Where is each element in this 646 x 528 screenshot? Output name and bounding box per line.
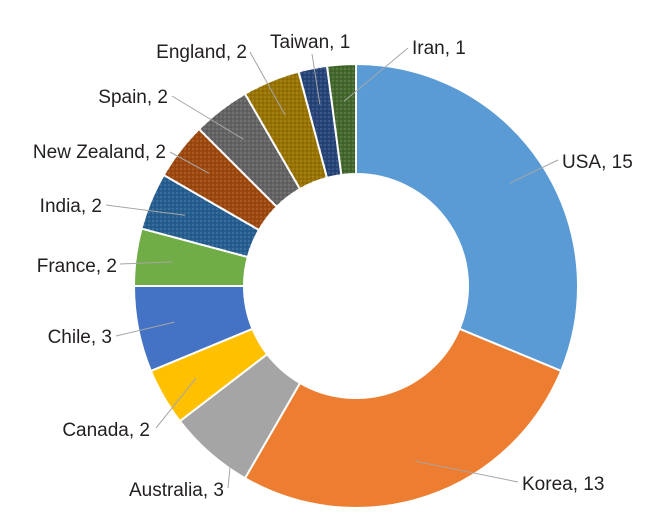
data-label-spain: Spain, 2	[98, 87, 168, 108]
data-label-usa: USA, 15	[562, 152, 633, 173]
leader-line-usa	[509, 159, 559, 184]
leader-line-korea	[415, 460, 519, 483]
slices-group	[132, 62, 579, 509]
leader-line-iran	[343, 47, 409, 102]
leader-lines-group	[105, 47, 559, 489]
data-label-chile: Chile, 3	[48, 327, 112, 348]
leader-line-canada	[155, 378, 197, 429]
leader-line-new-zealand	[169, 151, 210, 174]
leader-line-australia	[227, 425, 235, 489]
slice-korea	[243, 327, 563, 509]
data-label-england: England, 2	[156, 42, 247, 63]
data-label-iran: Iran, 1	[412, 38, 466, 59]
data-label-france: France, 2	[37, 256, 117, 277]
labels-group: USA, 15 Korea, 13 Australia, 3 Canada, 2 Chi…	[33, 32, 633, 501]
data-label-india: India, 2	[40, 196, 102, 217]
leader-line-france	[119, 261, 173, 265]
data-label-korea: Korea, 13	[522, 474, 604, 495]
leader-line-england	[249, 51, 286, 116]
slice-texture-spain	[199, 93, 300, 207]
slice-texture-new-zealand	[163, 129, 277, 230]
leader-line-spain	[171, 95, 244, 140]
data-label-taiwan: Taiwan, 1	[270, 32, 350, 53]
data-label-canada: Canada, 2	[62, 420, 150, 441]
leader-line-chile	[115, 321, 175, 337]
slice-usa	[355, 62, 579, 373]
leader-line-india	[105, 204, 186, 216]
slice-texture-iran	[327, 64, 356, 175]
slice-texture-india	[141, 175, 260, 258]
data-label-new-zealand: New Zealand, 2	[33, 142, 166, 163]
data-label-australia: Australia, 3	[129, 480, 224, 501]
slice-texture-england	[245, 71, 328, 190]
leader-line-taiwan	[311, 53, 321, 105]
